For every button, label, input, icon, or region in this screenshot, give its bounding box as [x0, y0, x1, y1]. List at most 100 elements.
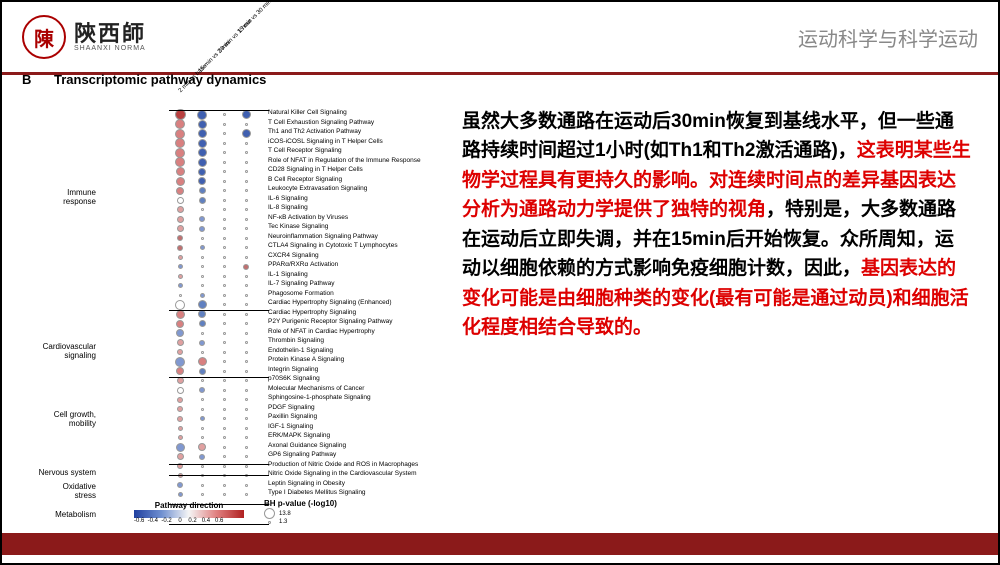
dot-icon: [245, 275, 248, 278]
body-text: 虽然大多数通路在运动后30min恢复到基线水平，但一些通路持续时间超过1小时(如…: [462, 107, 972, 343]
dot-row: [174, 452, 252, 462]
dot-icon: [178, 274, 183, 279]
dot-icon: [223, 189, 226, 192]
pathway-label: Th1 and Th2 Activation Pathway: [268, 127, 448, 137]
dot-row: [174, 291, 252, 301]
pathway-label: Cardiac Hypertrophy Signaling: [268, 308, 448, 318]
dot-icon: [177, 206, 184, 213]
dot-icon: [201, 379, 204, 382]
dot-icon: [223, 208, 226, 211]
dot-icon: [223, 322, 226, 325]
dot-row: [174, 414, 252, 424]
dot-icon: [223, 161, 226, 164]
dot-row: [174, 405, 252, 415]
dot-icon: [177, 387, 184, 394]
dot-icon: [223, 465, 226, 468]
header: 陳 陝西師 SHAANXI NORMA 运动科学与科学运动: [2, 2, 998, 72]
dot-row: [174, 158, 252, 168]
dot-icon: [223, 170, 226, 173]
dot-icon: [177, 339, 184, 346]
dot-icon: [201, 398, 204, 401]
dot-icon: [179, 294, 182, 297]
dot-icon: [245, 142, 248, 145]
dot-icon: [245, 227, 248, 230]
dot-icon: [245, 446, 248, 449]
dot-icon: [177, 377, 184, 384]
dot-icon: [223, 389, 226, 392]
pathway-label: IGF-1 Signaling: [268, 422, 448, 432]
pathway-label: T Cell Exhaustion Signaling Pathway: [268, 118, 448, 128]
dot-icon: [175, 157, 185, 167]
dot-icon: [177, 225, 184, 232]
dot-row: [174, 367, 252, 377]
dot-icon: [201, 284, 204, 287]
dot-icon: [201, 351, 204, 354]
dot-icon: [176, 329, 184, 337]
dot-icon: [200, 293, 205, 298]
dot-icon: [201, 208, 204, 211]
dot-icon: [245, 123, 248, 126]
dot-icon: [223, 113, 226, 116]
dot-icon: [243, 264, 249, 270]
header-subtitle: 运动科学与科学运动: [798, 23, 978, 52]
cn-name-top: 陝西師: [74, 23, 146, 45]
dot-icon: [245, 284, 248, 287]
dot-icon: [223, 294, 226, 297]
dot-row: [174, 234, 252, 244]
dot-icon: [245, 237, 248, 240]
gradient-bar-icon: [134, 510, 244, 518]
dot-icon: [201, 237, 204, 240]
section-line: [169, 110, 269, 111]
dot-row: [174, 243, 252, 253]
pathway-label: PPARα/RXRα Activation: [268, 260, 448, 270]
pathway-label: T Cell Receptor Signaling: [268, 146, 448, 156]
dot-icon: [223, 284, 226, 287]
legend-circle-small-icon: [268, 521, 271, 524]
pathway-label: Natural Killer Cell Signaling: [268, 108, 448, 118]
dot-row: [174, 253, 252, 263]
dot-icon: [245, 313, 248, 316]
dot-icon: [175, 119, 185, 129]
pathway-label: IL-8 Signaling: [268, 203, 448, 213]
category-label: Immune response: [24, 188, 96, 206]
dot-icon: [199, 368, 206, 375]
dot-icon: [178, 435, 183, 440]
pathway-label: Molecular Mechanisms of Cancer: [268, 384, 448, 394]
dot-icon: [175, 300, 185, 310]
dot-icon: [245, 341, 248, 344]
pathway-label: Nitric Oxide Signaling in the Cardiovasc…: [268, 469, 448, 479]
dot-icon: [199, 320, 206, 327]
dot-row: [174, 338, 252, 348]
dot-icon: [198, 443, 206, 451]
dot-icon: [223, 303, 226, 306]
dot-icon: [178, 264, 183, 269]
section-line: [169, 377, 269, 378]
dot-icon: [223, 246, 226, 249]
dot-icon: [177, 216, 184, 223]
legend-dir-ticks: -0.6 -0.4 -0.2 0 0.2 0.4 0.6: [134, 518, 244, 524]
dot-icon: [223, 151, 226, 154]
dot-icon: [223, 227, 226, 230]
dot-row: [174, 281, 252, 291]
dot-icon: [198, 177, 206, 185]
category-label: Cell growth, mobility: [24, 410, 96, 428]
dot-icon: [223, 408, 226, 411]
figure-title: Transcriptomic pathway dynamics: [54, 72, 266, 87]
dot-icon: [175, 357, 185, 367]
dot-row: [174, 215, 252, 225]
dot-icon: [177, 406, 183, 412]
dot-icon: [245, 465, 248, 468]
dot-icon: [223, 123, 226, 126]
dot-row: [174, 300, 252, 310]
legend-pval-big: 13.8: [279, 511, 291, 517]
dot-row: [174, 395, 252, 405]
dot-icon: [178, 255, 183, 260]
pathway-label: NF-κB Activation by Viruses: [268, 213, 448, 223]
dot-icon: [245, 389, 248, 392]
dot-icon: [223, 341, 226, 344]
dot-row: [174, 186, 252, 196]
dot-icon: [223, 256, 226, 259]
dot-icon: [176, 367, 184, 375]
dot-icon: [176, 320, 184, 328]
dot-icon: [223, 132, 226, 135]
